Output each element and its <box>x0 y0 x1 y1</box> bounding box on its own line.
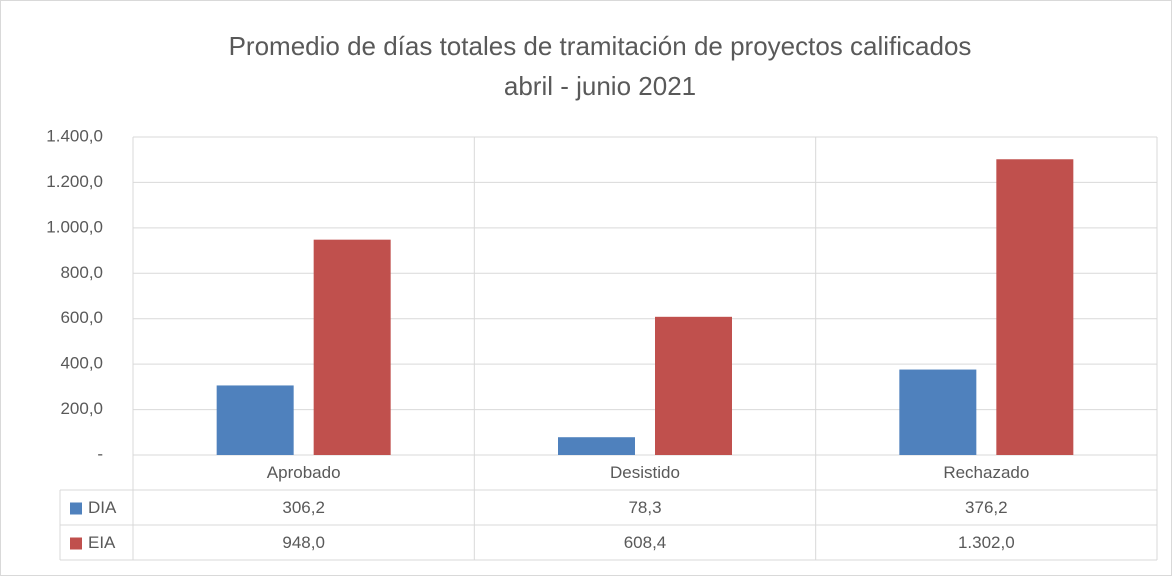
y-tick-label: 1.000,0 <box>46 217 103 236</box>
bar <box>899 369 977 455</box>
table-value: 306,2 <box>282 498 325 517</box>
bar <box>996 159 1074 455</box>
table-value: 1.302,0 <box>958 533 1015 552</box>
table-value: 608,4 <box>624 533 667 552</box>
y-tick-label: 1.400,0 <box>46 126 103 145</box>
table-value: 948,0 <box>282 533 325 552</box>
y-tick-label: 800,0 <box>60 263 103 282</box>
chart-title: Promedio de días totales de tramitación … <box>229 31 972 61</box>
bar <box>216 385 294 455</box>
table-value: 78,3 <box>628 498 661 517</box>
x-tick-label: Rechazado <box>943 463 1029 482</box>
bar <box>313 239 391 455</box>
y-tick-label: 400,0 <box>60 354 103 373</box>
bar <box>558 437 635 455</box>
bar <box>655 316 732 455</box>
y-tick-label: - <box>97 444 103 463</box>
legend-label: DIA <box>88 498 117 517</box>
y-tick-label: 1.200,0 <box>46 172 103 191</box>
table-value: 376,2 <box>965 498 1008 517</box>
chart-subtitle: abril - junio 2021 <box>504 71 696 101</box>
x-tick-label: Aprobado <box>267 463 341 482</box>
legend-key <box>70 537 82 550</box>
legend-label: EIA <box>88 533 116 552</box>
legend-key <box>70 502 82 515</box>
y-tick-label: 200,0 <box>60 399 103 418</box>
y-tick-label: 600,0 <box>60 308 103 327</box>
x-tick-label: Desistido <box>610 463 680 482</box>
